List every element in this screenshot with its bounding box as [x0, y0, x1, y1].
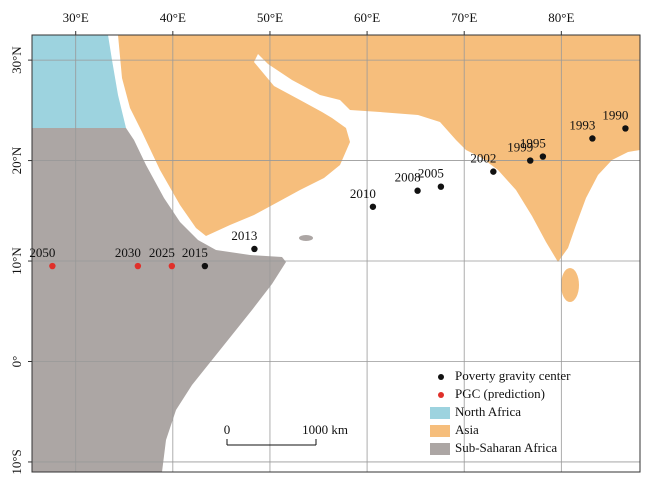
point-label: 2002 — [470, 151, 496, 166]
point — [589, 135, 596, 142]
point-label: 2050 — [29, 245, 55, 260]
point-label: 2010 — [350, 186, 376, 201]
asia — [118, 35, 640, 262]
point-label: 1995 — [520, 136, 546, 151]
point — [437, 183, 445, 190]
point-label: 2025 — [149, 245, 175, 260]
legend-label: North Africa — [455, 404, 521, 419]
legend-label: PGC (prediction) — [455, 386, 545, 401]
y-tick-label: 20°N — [9, 146, 24, 174]
point-label: 2013 — [231, 228, 257, 243]
point-label: 2008 — [395, 170, 421, 185]
point — [134, 262, 142, 270]
legend-label: Sub-Saharan Africa — [455, 440, 557, 455]
sri-lanka — [561, 268, 579, 302]
legend-marker — [438, 374, 444, 380]
x-tick-label: 70°E — [451, 10, 477, 25]
north-africa — [32, 35, 126, 128]
point-label: 2015 — [182, 245, 208, 260]
point-label: 1990 — [602, 107, 628, 122]
sub-saharan-africa — [32, 128, 286, 472]
legend-swatch — [430, 443, 450, 455]
legend: Poverty gravity center PGC (prediction) No… — [430, 368, 571, 455]
y-tick-label: 10°S — [9, 449, 24, 474]
point — [201, 262, 209, 270]
legend-swatch — [430, 425, 450, 437]
y-tick-label: 30°N — [9, 46, 24, 74]
x-tick-label: 80°E — [548, 10, 574, 25]
x-tick-label: 50°E — [257, 10, 283, 25]
point-label: 1999 — [507, 140, 533, 155]
point — [622, 125, 629, 132]
point-label: 2030 — [115, 245, 141, 260]
x-tick-label: 40°E — [160, 10, 186, 25]
point — [539, 153, 547, 160]
scale-bar: 0 1000 km — [224, 422, 348, 446]
point — [251, 245, 258, 253]
x-tick-label: 60°E — [354, 10, 380, 25]
point — [490, 168, 497, 175]
point — [49, 262, 56, 270]
point-label: 2005 — [418, 166, 444, 181]
legend-marker — [438, 392, 444, 398]
scale-label: 1000 km — [302, 422, 348, 437]
point — [369, 203, 377, 210]
y-tick-label: 10°N — [9, 247, 24, 275]
legend-label: Poverty gravity center — [455, 368, 571, 383]
legend-label: Asia — [455, 422, 479, 437]
point — [168, 262, 176, 270]
socotra — [299, 235, 313, 241]
y-tick-label: 0° — [9, 356, 24, 368]
map-frame — [31, 34, 641, 473]
legend-swatch — [430, 407, 450, 419]
point — [414, 187, 421, 194]
point-label: 1993 — [569, 117, 595, 132]
x-tick-label: 30°E — [63, 10, 89, 25]
scale-label: 0 — [224, 422, 231, 437]
point — [527, 157, 534, 164]
